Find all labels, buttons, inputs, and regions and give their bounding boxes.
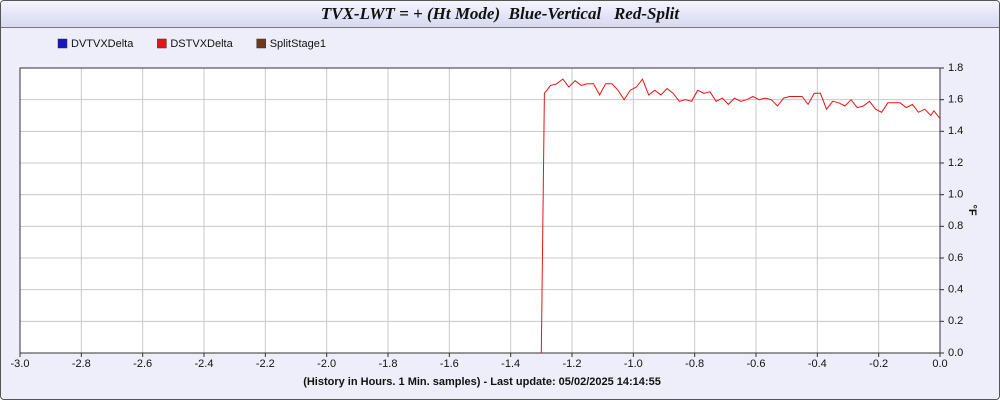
series-line	[540, 78, 941, 354]
x-tick-label: -2.6	[133, 358, 152, 370]
legend-swatch	[256, 38, 266, 49]
x-tick-label: -1.0	[624, 358, 643, 370]
x-tick-label: -1.6	[440, 358, 459, 370]
x-tick-label: -0.2	[869, 358, 888, 370]
x-tick-label: -1.2	[563, 358, 582, 370]
y-axis-label: °F	[966, 204, 978, 215]
plot-area	[19, 67, 941, 354]
y-tick-label: 0.6	[948, 252, 963, 264]
x-axis-label: (History in Hours. 1 Min. samples) - Las…	[303, 376, 661, 388]
x-tick-label: -2.4	[195, 358, 214, 370]
x-tick-label: 0.0	[932, 358, 947, 370]
legend-label: DSTVXDelta	[170, 38, 233, 50]
y-tick-label: 1.4	[948, 125, 963, 137]
y-tick-label: 0.0	[948, 347, 963, 359]
x-tick-label: -3.0	[11, 358, 30, 370]
legend-label: SplitStage1	[270, 38, 326, 50]
y-tick-label: 0.8	[948, 220, 963, 232]
x-tick-label: -0.6	[747, 358, 766, 370]
y-tick-label: 0.2	[948, 315, 963, 327]
x-tick-label: -2.2	[256, 358, 275, 370]
y-tick-label: 1.2	[948, 157, 963, 169]
legend-label: DVTVXDelta	[71, 38, 134, 50]
x-tick-label: -0.8	[685, 358, 704, 370]
y-tick-label: 0.4	[948, 284, 963, 296]
y-tick-label: 1.0	[948, 189, 963, 201]
y-tick-label: 1.8	[948, 62, 963, 74]
x-tick-label: -1.8	[379, 358, 398, 370]
x-tick-label: -2.8	[72, 358, 91, 370]
x-tick-label: -1.4	[501, 358, 520, 370]
y-tick-label: 1.6	[948, 94, 963, 106]
legend-swatch	[157, 38, 167, 49]
chart-title: TVX-LWT = + (Ht Mode) Blue-Vertical Red-…	[1, 1, 999, 28]
plot-border	[19, 67, 941, 354]
x-tick-label: -0.4	[808, 358, 827, 370]
legend-swatch	[57, 38, 68, 49]
x-tick-label: -2.0	[317, 358, 336, 370]
